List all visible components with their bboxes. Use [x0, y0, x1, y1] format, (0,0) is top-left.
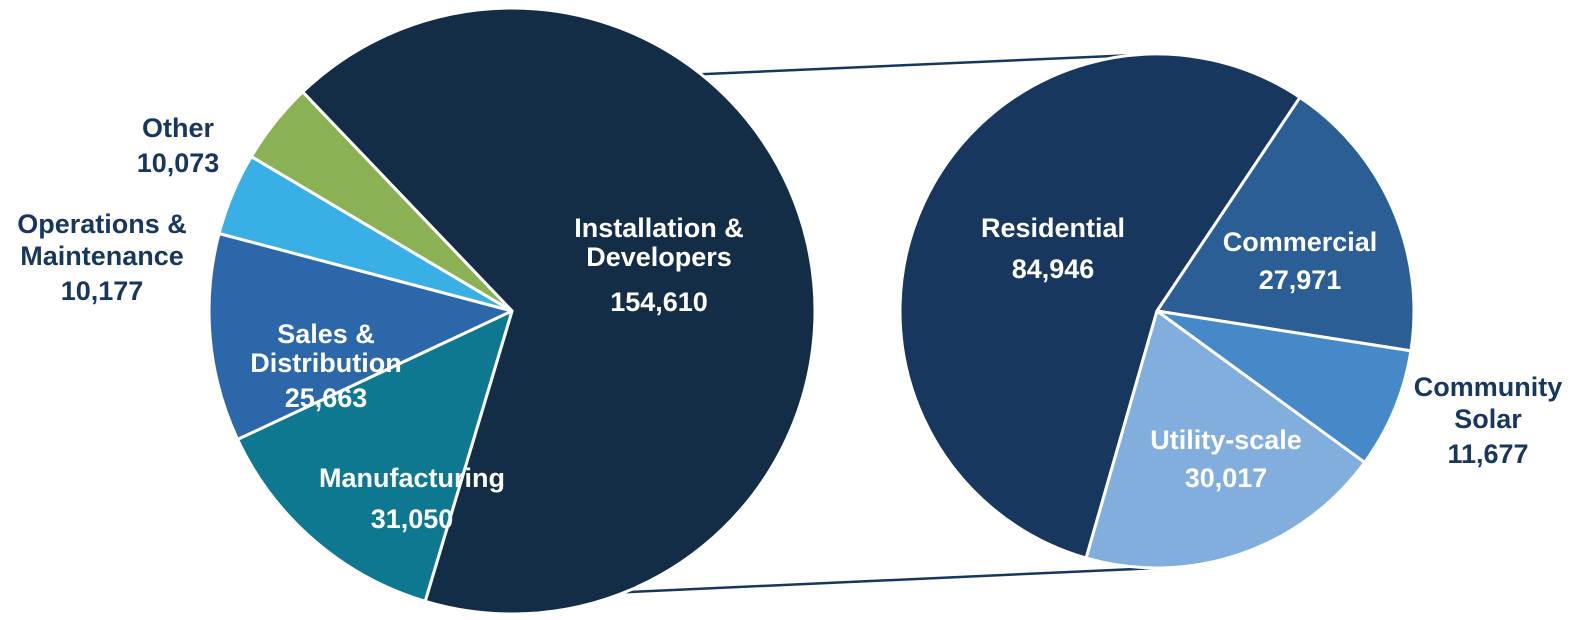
- slice-name-sales-and-distribution: Sales & Distribution: [250, 319, 401, 378]
- slice-other: [249, 90, 514, 313]
- slice-labels: Installation & Developers 154,610 Manufactu…: [17, 113, 1562, 534]
- slice-value-community-solar: 11,677: [1447, 439, 1528, 469]
- slice-name-operations-and-maintenance: Operations & Maintenance: [17, 209, 187, 271]
- slice-name-manufacturing: Manufacturing: [319, 463, 505, 493]
- slice-community-solar: [1155, 309, 1413, 464]
- slice-manufacturing: [236, 309, 514, 603]
- slice-name-installation-and-developers: Installation & Developers: [574, 213, 744, 272]
- slice-value-residential: 84,946: [1012, 254, 1095, 284]
- slice-installation-and-developers: [301, 6, 817, 616]
- slice-value-utility-scale: 30,017: [1185, 463, 1268, 493]
- slice-sales-and-distribution: [207, 232, 514, 441]
- slice-name-other: Other: [142, 113, 215, 143]
- slice-utility-scale: [1084, 309, 1367, 570]
- slice-value-manufacturing: 31,050: [371, 504, 454, 534]
- slice-value-installation-and-developers: 154,610: [610, 287, 708, 317]
- slice-commercial: [1155, 95, 1416, 353]
- sub-pie: [898, 52, 1416, 570]
- slice-name-utility-scale: Utility-scale: [1150, 425, 1302, 455]
- slice-residential: [898, 52, 1302, 560]
- slice-value-operations-and-maintenance: 10,177: [61, 276, 144, 306]
- slice-name-commercial: Commercial: [1223, 227, 1378, 257]
- main-pie: [207, 6, 817, 616]
- slice-value-sales-and-distribution: 25,663: [285, 383, 368, 413]
- slice-value-commercial: 27,971: [1259, 265, 1342, 295]
- slice-name-residential: Residential: [981, 213, 1125, 243]
- slice-value-other: 10,073: [137, 148, 220, 178]
- slice-name-community-solar: Community Solar: [1414, 372, 1563, 434]
